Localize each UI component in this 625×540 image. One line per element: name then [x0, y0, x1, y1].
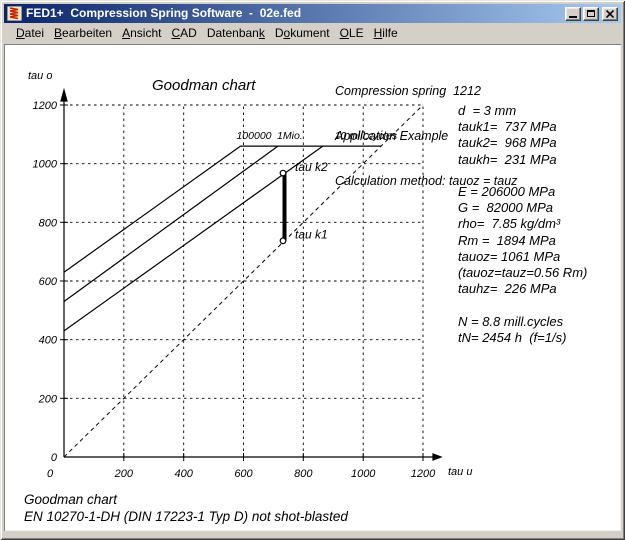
- result-line: E = 206000 MPa: [458, 184, 556, 200]
- fatigue-line-1mio-cycles: [63, 145, 279, 302]
- result-line: tauoz= 1061 MPa: [458, 248, 561, 264]
- stress-point-marker: [279, 169, 287, 177]
- menu-item-datei[interactable]: Datei: [16, 26, 45, 40]
- svg-text:0: 0: [47, 468, 54, 480]
- result-line: tauk2= 968 MPa: [458, 135, 557, 151]
- caption-material: EN 10270-1-DH (DIN 17223-1 Typ D) not sh…: [24, 509, 348, 524]
- menu-item-cad[interactable]: CAD: [171, 26, 197, 40]
- chart-title: Goodman chart: [152, 77, 256, 94]
- chart-axes: 0 200 400 600 800 1000 1200 0 200 400 600 800 1000 12…: [33, 87, 443, 480]
- svg-text:1000: 1000: [33, 159, 58, 171]
- menu-item-ansicht[interactable]: Ansicht: [122, 26, 162, 40]
- application-line: Application Example: [335, 129, 449, 143]
- menu-item-ole[interactable]: OLE: [339, 26, 364, 40]
- result-line: G = 82000 MPa: [458, 200, 554, 216]
- spring-id-line: Compression spring 1212: [335, 84, 481, 98]
- svg-text:1200: 1200: [33, 100, 58, 112]
- results-block: d = 3 mm tauk1= 737 MPa tauk2= 968 MPa tauk…: [458, 103, 587, 346]
- close-icon: [606, 9, 614, 18]
- minimize-icon: [569, 16, 577, 18]
- svg-text:400: 400: [39, 335, 58, 347]
- static-diagonal-tauo-equals-tauu: [63, 104, 424, 458]
- svg-text:1000: 1000: [351, 468, 376, 480]
- result-line: [458, 168, 587, 184]
- window-title: FED1+ Compression Spring Software - 02e.…: [26, 6, 302, 20]
- fatigue-line-10mill-cycles: [63, 145, 324, 332]
- maximize-button[interactable]: [583, 6, 599, 21]
- menu-item-bearbeiten[interactable]: Bearbeiten: [54, 26, 113, 40]
- spring-coil-icon[interactable]: [7, 6, 22, 21]
- menu-item-dokument[interactable]: Dokument: [274, 26, 330, 40]
- result-line: rho= 7.85 kg/dm³: [458, 216, 561, 232]
- client-area: 0 200 400 600 800 1000 1200 0 200 400 600 800 1000 12…: [4, 44, 621, 531]
- chart-annotations: 100000 1Mio. 10 mill.cycles tau k2 tau k1: [236, 130, 397, 242]
- menu-item-datenbank[interactable]: Datenbank: [206, 26, 265, 40]
- x-axis-label: tau u: [448, 466, 473, 478]
- result-line: taukh= 231 MPa: [458, 151, 557, 167]
- calc-method-line: Calculation method: tauoz = tauz: [335, 174, 518, 188]
- svg-text:600: 600: [39, 276, 58, 288]
- y-axis-label: tau o: [28, 70, 53, 82]
- svg-text:200: 200: [114, 468, 134, 480]
- minimize-button[interactable]: [565, 6, 581, 21]
- chart-annotation: 10 mill.cycles: [335, 130, 398, 142]
- result-line: tauhz= 226 MPa: [458, 281, 557, 297]
- svg-text:1200: 1200: [411, 468, 436, 480]
- maximize-icon: [587, 10, 595, 17]
- chart-annotation: tau k2: [295, 160, 328, 174]
- result-line: Rm = 1894 MPa: [458, 232, 556, 248]
- title-bar[interactable]: FED1+ Compression Spring Software - 02e.…: [4, 4, 621, 23]
- chart-markers: [279, 169, 287, 245]
- result-line: [458, 297, 587, 313]
- close-button[interactable]: [602, 6, 618, 21]
- result-line: tauk1= 737 MPa: [458, 119, 557, 135]
- caption-chart-name: Goodman chart: [24, 492, 118, 507]
- chart-series: [63, 104, 424, 458]
- svg-text:800: 800: [39, 217, 58, 229]
- stress-point-marker: [279, 237, 287, 245]
- chart-annotation: 100000: [236, 130, 271, 142]
- svg-text:800: 800: [294, 468, 313, 480]
- goodman-chart-canvas: 0 200 400 600 800 1000 1200 0 200 400 600 800 1000 12…: [33, 87, 443, 480]
- menu-item-hilfe[interactable]: Hilfe: [373, 26, 398, 40]
- chart-annotation: 1Mio.: [277, 130, 303, 142]
- svg-text:600: 600: [234, 468, 253, 480]
- menu-bar: Datei Bearbeiten Ansicht CAD Datenbank Dokume…: [4, 23, 621, 43]
- svg-text:0: 0: [51, 452, 58, 464]
- result-line: d = 3 mm: [458, 103, 517, 118]
- chart-annotation: tau k1: [295, 228, 328, 242]
- svg-text:400: 400: [175, 468, 194, 480]
- fatigue-line-100000-cycles: [63, 145, 241, 273]
- spring-header-block: Compression spring 1212 Application Exam…: [335, 54, 517, 219]
- result-line: N = 8.8 mill.cycles: [458, 313, 564, 329]
- svg-text:200: 200: [38, 393, 58, 405]
- result-line: (tauoz=tauz=0.56 Rm): [458, 265, 588, 281]
- result-line: tN= 2454 h (f=1/s): [458, 329, 567, 345]
